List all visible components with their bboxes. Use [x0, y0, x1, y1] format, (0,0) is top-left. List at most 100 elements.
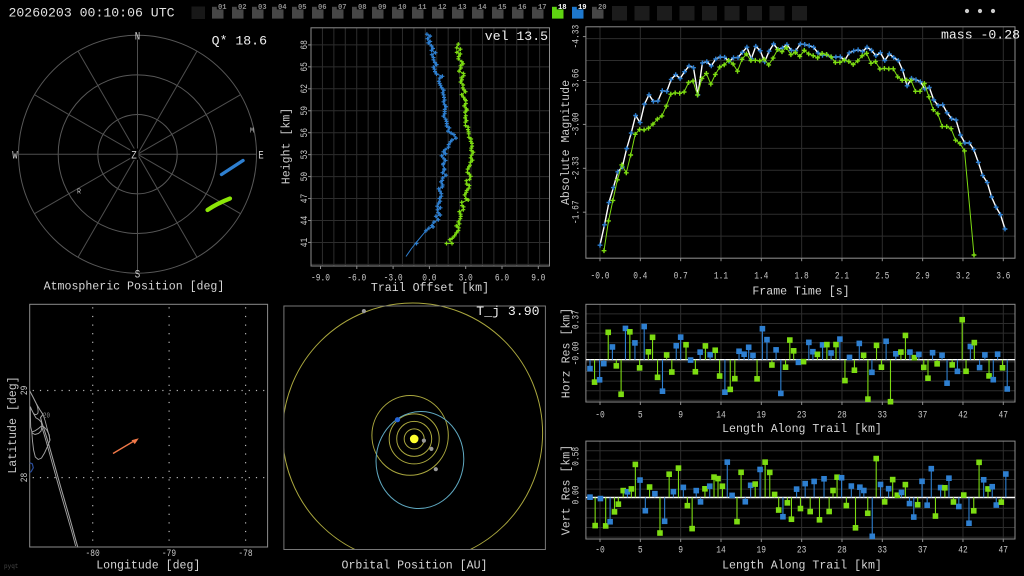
svg-text:Absolute Magnitude: Absolute Magnitude	[559, 80, 573, 205]
svg-text:37: 37	[918, 545, 928, 556]
svg-text:3.2: 3.2	[956, 271, 970, 282]
svg-text:-79: -79	[162, 549, 176, 560]
svg-text:1.4: 1.4	[754, 271, 768, 282]
svg-text:0.7: 0.7	[674, 271, 688, 282]
svg-text:23: 23	[797, 545, 807, 556]
svg-text:5: 5	[638, 545, 643, 556]
svg-text:2.1: 2.1	[835, 271, 849, 282]
svg-text:19: 19	[757, 410, 767, 421]
svg-text:Q* 18.6: Q* 18.6	[212, 33, 267, 48]
svg-text:10: 10	[398, 4, 407, 12]
svg-text:Longitude [deg]: Longitude [deg]	[96, 559, 200, 573]
svg-text:41: 41	[300, 238, 311, 248]
svg-text:-78: -78	[238, 549, 252, 560]
svg-text:17: 17	[538, 4, 547, 12]
svg-text:59: 59	[300, 106, 311, 116]
svg-text:13: 13	[458, 4, 467, 12]
svg-text:-2.33: -2.33	[572, 156, 583, 180]
svg-text:mass -0.28: mass -0.28	[941, 27, 1020, 42]
svg-text:14: 14	[478, 4, 487, 12]
svg-text:65: 65	[300, 62, 311, 72]
svg-text:T_j 3.90: T_j 3.90	[476, 304, 539, 319]
svg-text:-4.33: -4.33	[572, 25, 583, 49]
svg-text:47: 47	[999, 545, 1009, 556]
svg-text:Horz Res [km]: Horz Res [km]	[560, 308, 574, 398]
svg-text:9.0: 9.0	[531, 273, 545, 284]
svg-text:9: 9	[678, 410, 683, 421]
svg-text:01: 01	[218, 4, 227, 12]
svg-text:16: 16	[518, 4, 527, 12]
svg-text:9: 9	[678, 545, 683, 556]
svg-text:3.0: 3.0	[459, 273, 473, 284]
svg-text:-0.00: -0.00	[572, 342, 583, 366]
svg-text:68: 68	[300, 40, 311, 50]
svg-text:23: 23	[797, 410, 807, 421]
svg-text:Length Along Trail [km]: Length Along Trail [km]	[722, 422, 882, 436]
svg-text:14: 14	[716, 410, 726, 421]
svg-text:vel 13.5: vel 13.5	[485, 29, 548, 44]
svg-text:62: 62	[300, 84, 311, 94]
svg-text:42: 42	[958, 410, 968, 421]
svg-text:19: 19	[578, 4, 587, 12]
svg-text:0.37: 0.37	[572, 310, 583, 329]
svg-text:Trail Offset [km]: Trail Offset [km]	[371, 281, 489, 295]
svg-text:2.9: 2.9	[916, 271, 930, 282]
svg-text:pyqt: pyqt	[4, 563, 18, 570]
svg-text:Vert Res [km]: Vert Res [km]	[560, 445, 574, 535]
svg-text:-80: -80	[86, 549, 100, 560]
svg-text:47: 47	[300, 194, 311, 204]
svg-text:29: 29	[20, 386, 31, 396]
svg-text:-0: -0	[595, 545, 605, 556]
svg-text:-1.67: -1.67	[572, 200, 583, 224]
svg-text:03: 03	[258, 4, 267, 12]
svg-text:47: 47	[999, 410, 1009, 421]
svg-text:R: R	[77, 189, 81, 197]
svg-text:09: 09	[378, 4, 387, 12]
svg-text:53: 53	[300, 150, 311, 160]
svg-text:-3.66: -3.66	[572, 69, 583, 93]
svg-text:5: 5	[638, 410, 643, 421]
svg-text:M: M	[250, 128, 254, 136]
svg-text:18: 18	[558, 4, 567, 12]
svg-text:20: 20	[43, 413, 50, 421]
svg-text:-3.00: -3.00	[572, 113, 583, 137]
svg-text:Z: Z	[131, 151, 137, 163]
svg-text:11: 11	[418, 4, 427, 12]
svg-text:Length Along Trail [km]: Length Along Trail [km]	[722, 558, 882, 572]
svg-text:02: 02	[238, 4, 247, 12]
svg-text:-6.0: -6.0	[347, 273, 366, 284]
svg-text:0.58: 0.58	[572, 447, 583, 466]
svg-text:Latitude [deg]: Latitude [deg]	[6, 376, 20, 473]
svg-text:Atmospheric Position [deg]: Atmospheric Position [deg]	[44, 280, 225, 294]
svg-text:44: 44	[300, 216, 311, 226]
svg-text:50: 50	[300, 172, 311, 182]
svg-text:Orbital Position [AU]: Orbital Position [AU]	[342, 559, 488, 573]
svg-text:0.4: 0.4	[633, 271, 647, 282]
svg-text:Frame Time [s]: Frame Time [s]	[752, 285, 849, 299]
svg-text:1.8: 1.8	[795, 271, 809, 282]
svg-text:08: 08	[358, 4, 367, 12]
svg-text:12: 12	[438, 4, 447, 12]
svg-text:-9.0: -9.0	[311, 273, 330, 284]
svg-text:20260203 00:10:06 UTC: 20260203 00:10:06 UTC	[9, 5, 175, 20]
svg-text:14: 14	[716, 545, 726, 556]
svg-text:56: 56	[300, 128, 311, 138]
svg-text:33: 33	[878, 545, 888, 556]
svg-text:19: 19	[757, 545, 767, 556]
svg-text:6.0: 6.0	[495, 273, 509, 284]
svg-text:42: 42	[958, 545, 968, 556]
svg-text:28: 28	[837, 410, 847, 421]
svg-text:-0: -0	[595, 410, 605, 421]
svg-text:15: 15	[498, 4, 507, 12]
svg-text:-3.0: -3.0	[384, 273, 403, 284]
svg-text:S: S	[135, 270, 141, 282]
svg-text:0.00: 0.00	[572, 486, 583, 505]
svg-text:05: 05	[298, 4, 307, 12]
svg-text:04: 04	[278, 4, 287, 12]
svg-text:28: 28	[837, 545, 847, 556]
svg-text:Height [km]: Height [km]	[280, 108, 294, 185]
svg-text:28: 28	[20, 473, 31, 483]
svg-text:W: W	[12, 151, 18, 163]
svg-text:06: 06	[318, 4, 327, 12]
svg-text:2.5: 2.5	[875, 271, 889, 282]
